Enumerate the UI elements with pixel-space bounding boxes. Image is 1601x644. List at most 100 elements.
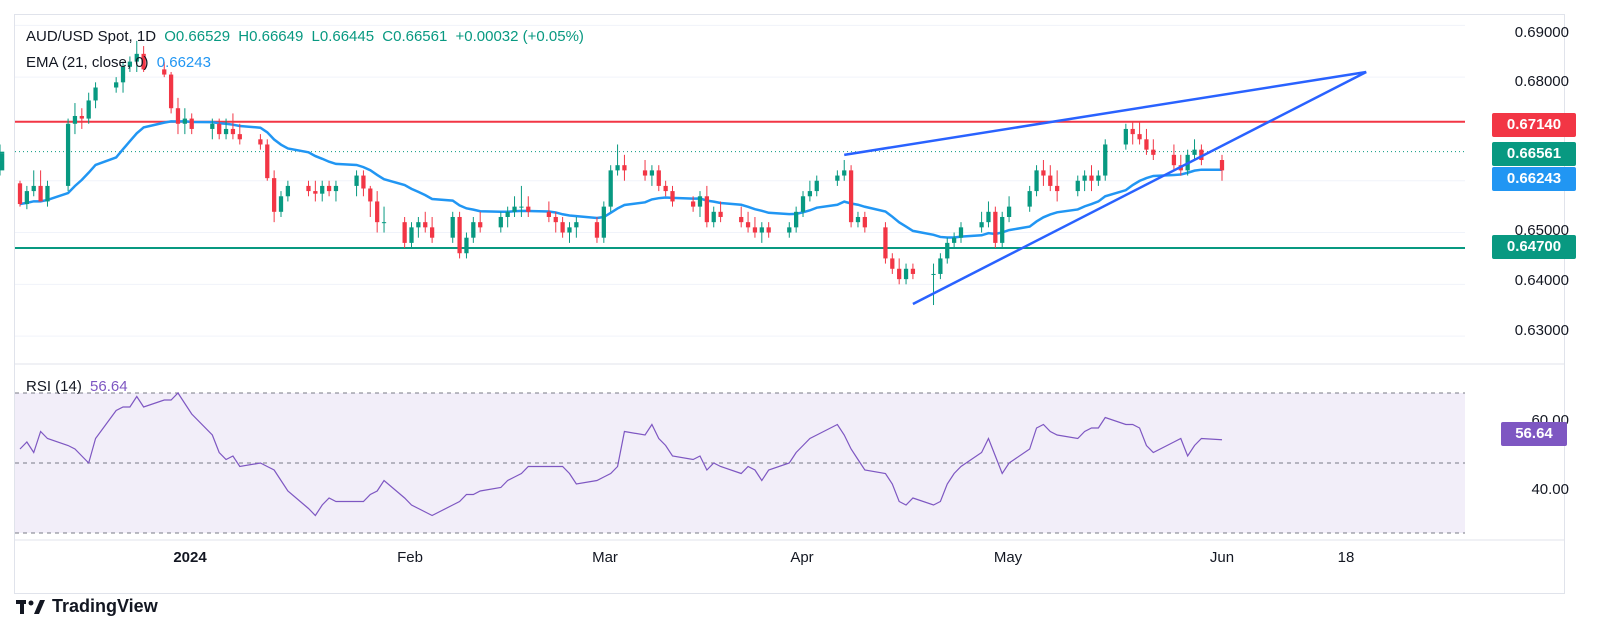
- price-axis-label: 0.69000: [1514, 24, 1569, 41]
- high-value: H0.66649: [238, 28, 304, 45]
- candle-body: [457, 216, 462, 254]
- candle-body: [690, 201, 696, 207]
- candle-body: [615, 165, 620, 171]
- lower-trendline: [912, 70, 1367, 306]
- candle-body: [168, 74, 174, 109]
- candle-body: [306, 185, 311, 192]
- x-axis-label: Mar: [592, 549, 618, 566]
- x-axis-label: 18: [1337, 549, 1355, 566]
- candle-body: [1082, 175, 1087, 181]
- candle-body: [114, 82, 119, 88]
- candle-body: [38, 185, 43, 202]
- candle-body: [1123, 128, 1128, 145]
- candle-body: [498, 216, 503, 228]
- upper-trendline: [844, 70, 1367, 157]
- candle-body: [567, 227, 572, 233]
- candle-body: [272, 178, 277, 212]
- candle-body: [258, 139, 263, 145]
- tradingview-logo-icon: [16, 599, 45, 614]
- candle-body: [285, 185, 291, 197]
- resistance-price-tag: 0.67140: [1492, 113, 1576, 137]
- candle-body: [326, 185, 332, 192]
- candle-body: [697, 196, 703, 207]
- candle-body: [31, 185, 36, 192]
- candle-body: [333, 185, 339, 192]
- candle-body: [1137, 134, 1142, 140]
- candle-body: [1034, 170, 1039, 192]
- candle-body: [986, 211, 991, 223]
- price-axis-label: 0.68000: [1514, 73, 1569, 90]
- candle-body: [93, 87, 98, 101]
- candle-body: [1130, 128, 1135, 135]
- candle-body: [223, 128, 229, 135]
- candle-body: [237, 134, 242, 140]
- x-axis-label: Jun: [1209, 549, 1235, 566]
- tradingview-logo[interactable]: TradingView: [16, 596, 158, 617]
- candle-body: [450, 216, 455, 238]
- candle-body: [1000, 216, 1005, 243]
- candle-body: [189, 118, 194, 129]
- candle-body: [704, 196, 709, 223]
- candle-body: [1199, 149, 1204, 161]
- candle-body: [409, 227, 414, 243]
- price-axis-label: 0.63000: [1514, 322, 1569, 339]
- candle-body: [320, 185, 325, 194]
- candle-body: [1171, 154, 1177, 166]
- candle-body: [553, 216, 558, 223]
- candle-body: [1006, 206, 1012, 217]
- candle-body: [162, 69, 167, 75]
- candle-body: [862, 216, 867, 228]
- candle-body: [890, 258, 895, 269]
- ema-line: [19, 120, 1223, 239]
- rsi-axis-label: 40.00: [1531, 481, 1569, 498]
- low-value: L0.66445: [311, 28, 375, 45]
- candle-body: [478, 222, 483, 228]
- candle-body: [938, 258, 943, 274]
- candle-body: [1027, 191, 1032, 207]
- candle-body: [958, 227, 964, 238]
- candle-body: [79, 115, 84, 119]
- candle-body: [1089, 175, 1094, 181]
- candle-body: [711, 211, 716, 223]
- ema-value: 0.66243: [156, 54, 211, 71]
- candle-body: [512, 206, 517, 212]
- candle-body: [1048, 175, 1053, 186]
- candle-body: [951, 237, 957, 243]
- candle-body: [45, 185, 50, 202]
- candle-body: [903, 268, 909, 280]
- candle-body: [945, 242, 950, 259]
- close-value: C0.66561: [382, 28, 448, 45]
- candle-body: [134, 53, 139, 62]
- rsi-line: [19, 392, 1223, 517]
- x-axis-label: 2024: [173, 549, 207, 566]
- candle-body: [807, 191, 813, 197]
- candle-body: [210, 123, 215, 129]
- candle-body: [471, 222, 476, 238]
- rsi-label: RSI (14): [26, 378, 82, 395]
- candle-body: [1096, 175, 1101, 181]
- price-axis-label: 0.64000: [1514, 272, 1569, 289]
- candle-body: [0, 151, 5, 154]
- candle-body: [759, 227, 764, 233]
- candle-body: [464, 237, 469, 254]
- candle-body: [24, 191, 29, 205]
- candle-body: [814, 180, 819, 192]
- candle-body: [835, 175, 840, 181]
- candle-body: [787, 227, 792, 233]
- candle-body: [642, 170, 648, 176]
- candle-body: [1103, 144, 1108, 176]
- candle-body: [526, 206, 531, 212]
- candle-body: [65, 123, 71, 186]
- candle-body: [429, 227, 435, 238]
- candle-body: [127, 61, 133, 67]
- ema-legend: EMA (21, close, 0) 0.66243: [26, 54, 215, 71]
- brand-name: TradingView: [52, 596, 158, 616]
- candle-body: [175, 108, 181, 124]
- candle-body: [1192, 149, 1197, 155]
- candle-body: [663, 185, 668, 192]
- candle-body: [141, 53, 146, 70]
- candle-body: [182, 118, 187, 124]
- candle-body: [278, 196, 284, 212]
- candle-body: [752, 227, 758, 233]
